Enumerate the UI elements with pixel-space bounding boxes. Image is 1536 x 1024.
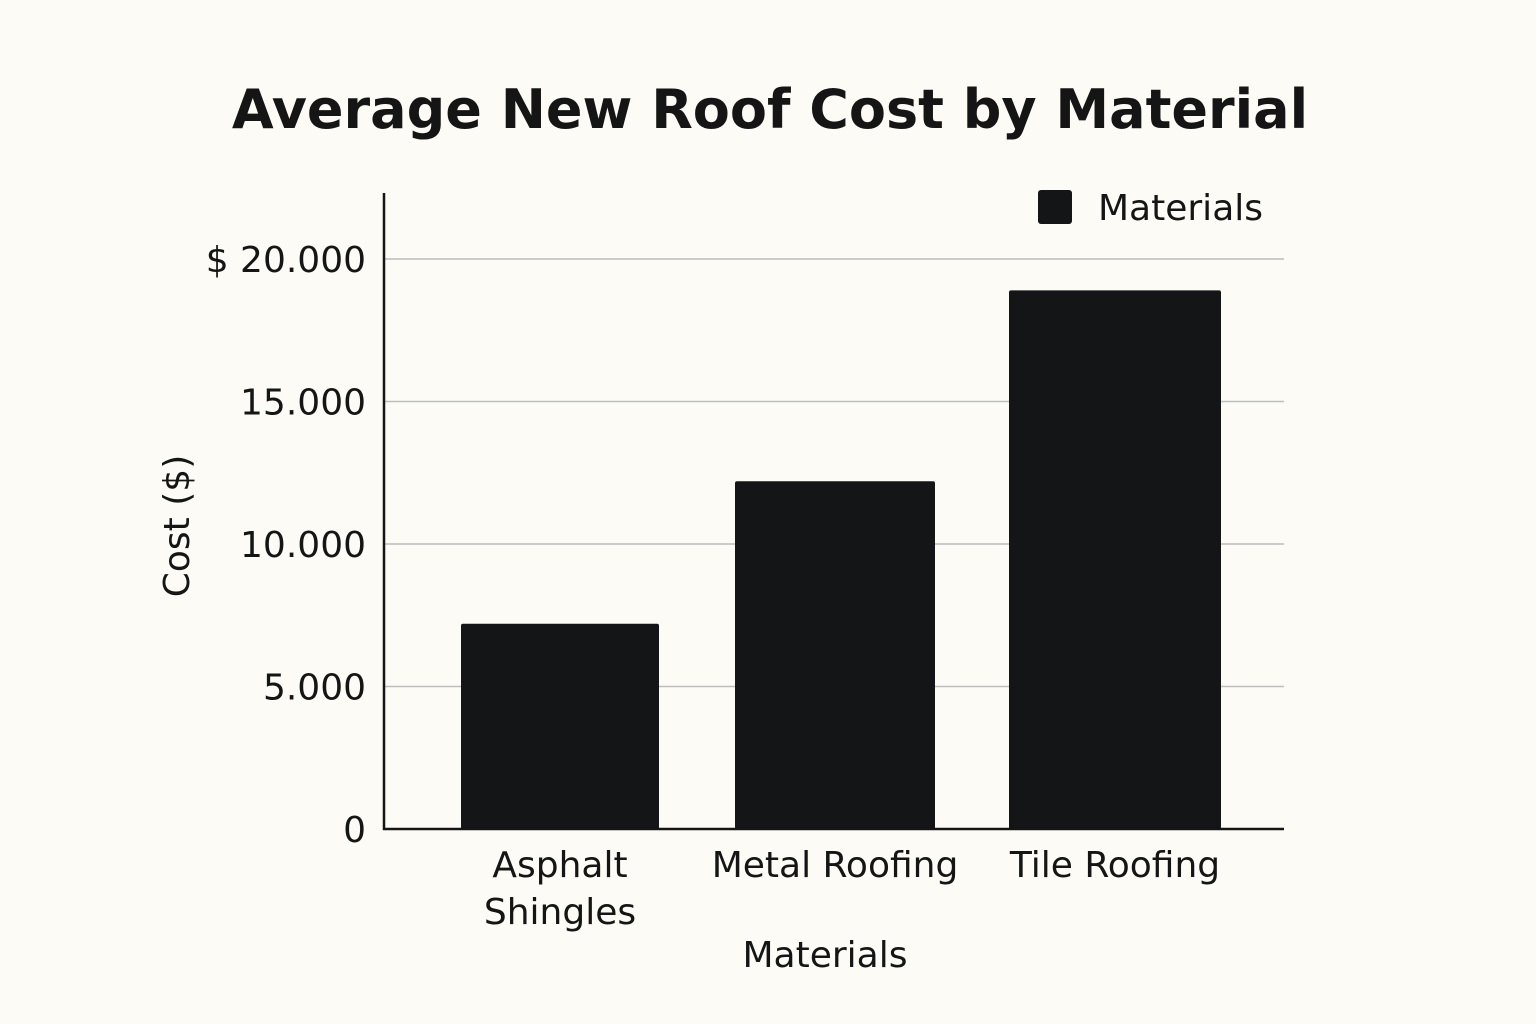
bar: [461, 623, 659, 829]
y-tick-label: 10.000: [240, 525, 366, 566]
legend: Materials: [1038, 188, 1263, 229]
y-tick-label: 15.000: [240, 383, 366, 424]
x-tick-label: Tile Roofing: [1009, 845, 1220, 886]
bar: [1009, 290, 1221, 830]
y-tick-label: $ 20.000: [206, 240, 366, 281]
y-tick-label: 5.000: [263, 668, 366, 709]
y-axis-label: Cost ($): [157, 455, 198, 597]
bars: [461, 290, 1221, 830]
legend-swatch: [1038, 190, 1072, 224]
x-tick-label: Metal Roofing: [712, 845, 959, 886]
x-tick-label: Shingles: [484, 892, 636, 933]
chart-title: Average New Roof Cost by Material: [232, 78, 1308, 141]
y-tick-labels: 0 5.000 10.000 15.000 $ 20.000: [206, 240, 366, 851]
x-tick-label: Asphalt: [492, 845, 627, 886]
x-tick-labels: Asphalt Shingles Metal Roofing Tile Roofing: [484, 845, 1220, 933]
x-axis-label: Materials: [742, 935, 907, 976]
bar: [735, 481, 935, 829]
y-tick-label: 0: [343, 810, 366, 851]
legend-label: Materials: [1098, 188, 1263, 229]
